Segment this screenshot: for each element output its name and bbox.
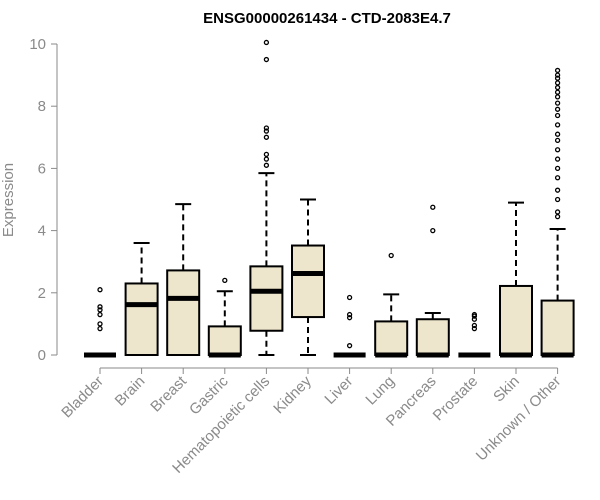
box-iqr	[249, 265, 284, 332]
box-iqr	[499, 284, 533, 357]
y-tick-label: 10	[29, 36, 46, 53]
y-axis: 0 2 4 6 8 10	[29, 36, 58, 364]
plot-area	[84, 39, 575, 358]
box-pancreas	[415, 204, 450, 358]
outlier-point	[263, 162, 270, 168]
outlier-point	[554, 80, 561, 86]
outlier-point	[346, 315, 353, 321]
outlier-point	[346, 294, 353, 301]
outlier-point	[554, 75, 561, 81]
y-tick-label: 0	[38, 347, 46, 364]
outlier-point	[97, 304, 103, 310]
outlier-point	[554, 137, 561, 144]
box-iqr	[207, 325, 242, 356]
outlier-point	[97, 287, 103, 293]
outlier-point	[471, 325, 478, 332]
outlier-point	[263, 151, 270, 158]
box-kidney	[291, 198, 325, 356]
box-brain	[124, 242, 159, 356]
outlier-point	[222, 277, 228, 284]
outlier-point	[346, 311, 353, 318]
x-tick-label: Lung	[362, 373, 398, 409]
outlier-point	[554, 187, 561, 193]
outlier-point	[263, 125, 270, 131]
outlier-point	[554, 112, 561, 119]
box-lung	[374, 252, 409, 358]
outlier-point	[97, 321, 103, 327]
outlier-point	[430, 227, 436, 234]
outlier-point	[554, 84, 561, 91]
x-tick-label: Liver	[321, 373, 356, 408]
outlier-point	[554, 213, 561, 220]
y-tick-label: 4	[38, 223, 46, 240]
outlier-point	[388, 252, 394, 259]
y-tick-label: 2	[38, 285, 46, 302]
outlier-point	[263, 134, 270, 140]
box-liver	[333, 294, 366, 358]
outlier-point	[263, 39, 270, 46]
box-iqr	[166, 269, 201, 356]
outlier-point	[97, 311, 103, 318]
x-tick-label: Breast	[147, 372, 190, 415]
outlier-point	[554, 89, 561, 95]
outlier-point	[554, 156, 561, 162]
outlier-point	[263, 128, 270, 134]
outlier-point	[554, 94, 561, 100]
outlier-point	[554, 106, 561, 112]
outlier-point	[554, 72, 561, 78]
outlier-point	[554, 122, 561, 128]
outlier-point	[554, 165, 561, 172]
outlier-point	[554, 147, 561, 153]
box-bladder	[84, 287, 116, 358]
y-tick-label: 6	[38, 160, 46, 177]
y-tick-label: 8	[38, 98, 46, 115]
chart-title: ENSG00000261434 - CTD-2083E4.7	[203, 10, 451, 27]
outlier-point	[554, 131, 561, 137]
box-iqr	[540, 299, 575, 357]
outlier-point	[554, 196, 561, 203]
x-tick-label: Bladder	[58, 373, 107, 422]
outlier-point	[97, 307, 103, 313]
outlier-point	[554, 175, 561, 181]
y-axis-label: Expression	[0, 163, 17, 237]
outlier-point	[471, 311, 478, 318]
x-tick-label: Prostate	[430, 373, 482, 425]
outlier-point	[346, 343, 353, 349]
outlier-point	[554, 67, 561, 74]
box-iqr	[415, 318, 450, 356]
box-unknown-other	[540, 67, 575, 358]
outlier-point	[97, 325, 103, 332]
x-tick-label: Kidney	[270, 372, 315, 417]
outlier-point	[554, 209, 561, 215]
x-tick-label: Skin	[490, 373, 523, 406]
outlier-point	[430, 204, 436, 210]
x-tick-label: Brain	[112, 373, 149, 410]
box-iqr	[124, 282, 159, 356]
outlier-point	[263, 56, 270, 63]
box-skin	[499, 201, 533, 358]
box-gastric	[207, 277, 242, 358]
box-iqr	[374, 320, 409, 356]
box-hematopoietic-cells	[249, 39, 284, 356]
outlier-point	[263, 156, 270, 162]
box-iqr	[291, 244, 325, 319]
box-breast	[166, 203, 201, 356]
outlier-point	[554, 100, 561, 106]
outlier-point	[471, 322, 478, 329]
box-prostate	[458, 311, 491, 358]
outlier-point	[471, 316, 478, 322]
